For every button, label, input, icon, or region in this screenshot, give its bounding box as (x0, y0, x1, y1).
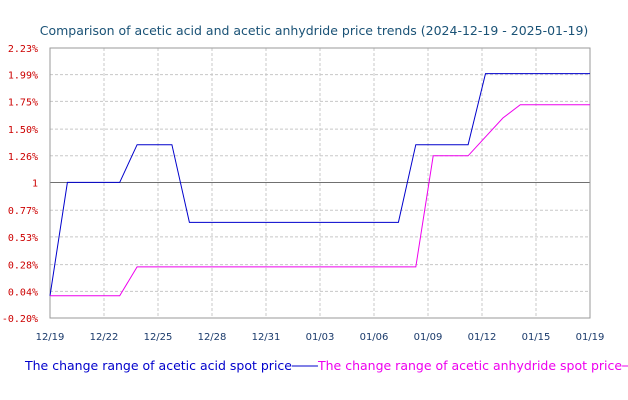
chart-title: Comparison of acetic acid and acetic anh… (40, 23, 589, 38)
legend-label-acetic-anhydride: The change range of acetic anhydride spo… (317, 358, 622, 373)
x-tick-label: 01/03 (306, 332, 335, 343)
y-tick-label: 1.26% (8, 152, 38, 163)
y-tick-label: 0.77% (8, 206, 38, 217)
y-tick-label: 0.04% (8, 287, 38, 298)
series-line-1 (50, 104, 590, 297)
y-tick-label: 0.53% (8, 233, 38, 244)
x-tick-label: 01/15 (522, 332, 551, 343)
y-tick-label: 1.75% (8, 97, 38, 108)
x-tick-label: 12/19 (36, 332, 65, 343)
series-line-0 (49, 73, 590, 296)
legend-label-acetic-acid: The change range of acetic acid spot pri… (24, 358, 292, 373)
y-tick-label: 1.99% (8, 71, 38, 82)
y-tick-label: 1 (32, 178, 38, 189)
plot-frame (49, 47, 591, 319)
y-tick-label: -0.20% (2, 314, 38, 325)
x-tick-label: 01/19 (576, 332, 605, 343)
x-tick-label: 01/09 (414, 332, 443, 343)
x-tick-label: 12/28 (198, 332, 227, 343)
x-tick-label: 01/06 (360, 332, 389, 343)
x-tick-label: 12/31 (252, 332, 281, 343)
x-tick-label: 01/12 (468, 332, 497, 343)
series-lines (49, 73, 590, 297)
y-tick-label: 0.28% (8, 261, 38, 272)
x-tick-label: 12/22 (90, 332, 119, 343)
x-axis-ticks: 12/19 12/22 12/25 12/28 12/31 01/03 01/06 01/09… (36, 332, 605, 343)
legend: The change range of acetic acid spot pri… (24, 358, 628, 373)
y-axis-ticks: 2.23% 1.99% 1.75% 1.50% 1.26% 1 0.77% 0.53% 0.28… (2, 44, 38, 325)
y-tick-label: 1.50% (8, 125, 38, 136)
y-tick-label: 2.23% (8, 44, 38, 55)
x-tick-label: 12/25 (144, 332, 173, 343)
